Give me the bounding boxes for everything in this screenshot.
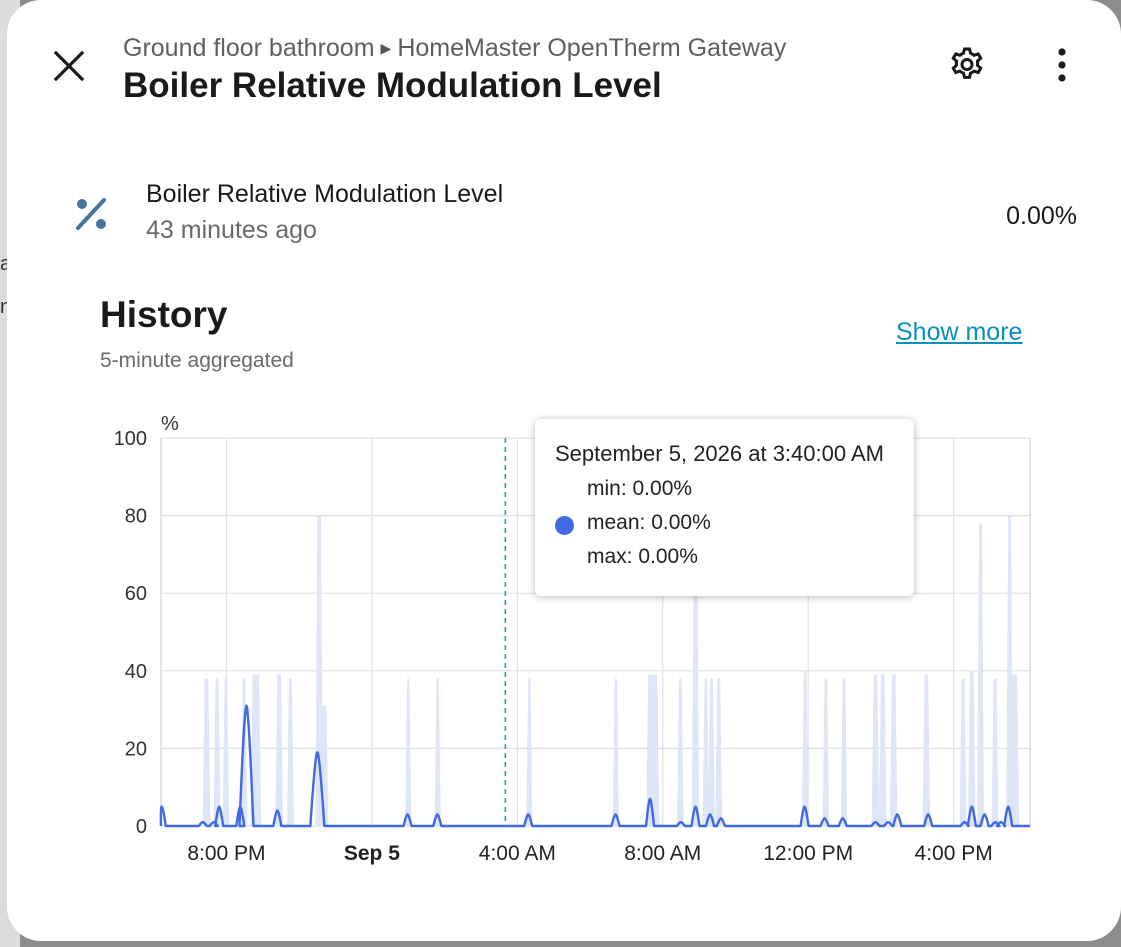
mean-line-series bbox=[159, 704, 1030, 828]
chevron-right-icon: ▶ bbox=[380, 40, 392, 56]
max-band bbox=[715, 678, 723, 826]
settings-button[interactable] bbox=[945, 44, 989, 88]
close-icon bbox=[53, 50, 85, 82]
dialog-title: Boiler Relative Modulation Level bbox=[123, 66, 662, 105]
max-band bbox=[222, 678, 230, 826]
entity-last-changed: 43 minutes ago bbox=[146, 216, 317, 244]
max-band bbox=[991, 678, 999, 826]
max-band bbox=[434, 678, 441, 826]
max-band-series bbox=[202, 515, 1020, 826]
x-tick-label: 4:00 AM bbox=[479, 842, 556, 865]
entity-state: 0.00% bbox=[1006, 202, 1077, 230]
max-band bbox=[275, 674, 283, 826]
y-tick-label: 0 bbox=[136, 816, 147, 838]
history-subtitle: 5-minute aggregated bbox=[100, 349, 294, 372]
more-vertical-icon bbox=[1058, 48, 1066, 82]
max-band bbox=[959, 678, 967, 826]
breadcrumb-area[interactable]: Ground floor bathroom bbox=[123, 34, 375, 62]
max-band bbox=[213, 678, 221, 826]
max-band bbox=[405, 678, 412, 826]
max-band bbox=[286, 678, 294, 826]
show-more-link[interactable]: Show more bbox=[896, 318, 1023, 346]
max-band bbox=[202, 678, 211, 826]
more-info-dialog: Ground floor bathroom ▶ HomeMaster OpenThe… bbox=[7, 0, 1121, 941]
max-band bbox=[526, 678, 533, 826]
background-text: a bbox=[0, 253, 12, 275]
max-band bbox=[871, 674, 880, 826]
percent-icon bbox=[76, 198, 106, 230]
y-tick-label: 40 bbox=[125, 661, 147, 683]
x-tick-label: 12:00 PM bbox=[763, 842, 853, 865]
tooltip-min: min: 0.00% bbox=[587, 477, 693, 500]
x-tick-label: Sep 5 bbox=[344, 842, 400, 865]
max-band bbox=[708, 678, 715, 826]
x-tick-label: 8:00 AM bbox=[624, 842, 701, 865]
max-band bbox=[691, 581, 700, 826]
max-band bbox=[968, 670, 976, 826]
history-title: History bbox=[100, 294, 228, 335]
y-tick-label: 80 bbox=[125, 506, 147, 528]
max-band bbox=[840, 678, 848, 826]
series-dot-icon bbox=[555, 516, 574, 535]
breadcrumb: Ground floor bathroom ▶ HomeMaster OpenThe… bbox=[123, 34, 786, 63]
history-chart[interactable]: 0 20 40 60 80 100% 8:00 PM Sep 5 4:00 AM 8:00 AM… bbox=[7, 400, 1121, 880]
background-text: n bbox=[0, 296, 12, 318]
more-options-button[interactable] bbox=[1040, 44, 1084, 88]
max-band bbox=[878, 674, 887, 826]
max-band bbox=[977, 523, 985, 826]
x-tick-label: 4:00 PM bbox=[915, 842, 993, 865]
max-band bbox=[612, 678, 619, 826]
y-tick-label: 60 bbox=[125, 583, 147, 605]
max-band bbox=[822, 678, 830, 826]
entity-row: Boiler Relative Modulation Level 43 minu… bbox=[67, 170, 1087, 250]
max-band bbox=[702, 678, 710, 826]
tooltip-date: September 5, 2026 at 3:40:00 AM bbox=[555, 441, 885, 466]
max-band bbox=[646, 674, 660, 826]
y-tick-label: 20 bbox=[125, 738, 147, 760]
gear-icon bbox=[951, 47, 983, 79]
x-axis: 8:00 PM Sep 5 4:00 AM 8:00 AM 12:00 PM 4:00 P… bbox=[187, 842, 992, 865]
chart-tooltip: September 5, 2026 at 3:40:00 AM min: 0.0… bbox=[535, 419, 914, 596]
max-band bbox=[677, 678, 684, 826]
tooltip-max: max: 0.00% bbox=[587, 545, 698, 568]
entity-name: Boiler Relative Modulation Level bbox=[146, 180, 504, 208]
max-band bbox=[1009, 674, 1020, 826]
y-axis: 0 20 40 60 80 100% bbox=[114, 413, 179, 838]
x-tick-label: 8:00 PM bbox=[187, 842, 265, 865]
breadcrumb-device[interactable]: HomeMaster OpenTherm Gateway bbox=[397, 34, 787, 62]
close-button[interactable] bbox=[47, 44, 91, 88]
tooltip-mean: mean: 0.00% bbox=[587, 511, 711, 534]
y-axis-label: % bbox=[161, 413, 179, 435]
y-tick-label: 100 bbox=[114, 428, 147, 450]
max-band bbox=[250, 674, 262, 826]
max-band bbox=[889, 674, 898, 826]
max-band bbox=[922, 674, 931, 826]
max-band bbox=[801, 670, 809, 826]
